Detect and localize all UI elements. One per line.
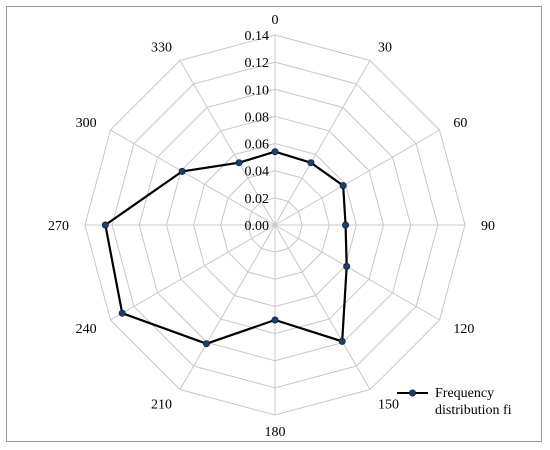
series-line (104, 150, 348, 345)
spoke-30 (274, 60, 371, 226)
radial-tick-label: 0.14 (245, 29, 270, 44)
spoke-300 (110, 129, 276, 226)
data-point-60 (339, 182, 347, 190)
angle-label-120: 120 (453, 322, 474, 337)
angle-label-90: 90 (481, 219, 495, 234)
legend-label-line1: Frequency (435, 386, 494, 401)
angle-label-330: 330 (151, 41, 172, 56)
spoke-330 (179, 60, 276, 226)
data-point-270 (101, 221, 109, 229)
data-point-180 (271, 316, 279, 324)
spoke-240 (110, 224, 276, 321)
radial-tick-label: 0.06 (245, 138, 270, 153)
data-point-210 (202, 340, 210, 348)
angle-label-150: 150 (378, 397, 399, 412)
angle-label-300: 300 (76, 116, 97, 131)
legend: Frequency distribution fi (397, 386, 512, 418)
data-point-240 (118, 309, 126, 317)
angle-label-0: 0 (272, 13, 279, 28)
series-layer (101, 148, 351, 348)
radar-spokes (85, 35, 465, 415)
angle-label-240: 240 (76, 322, 97, 337)
data-point-0 (271, 148, 279, 156)
angle-label-180: 180 (265, 425, 286, 440)
radial-tick-label: 0.00 (245, 219, 270, 234)
spoke-60 (274, 129, 440, 226)
radial-tick-label: 0.04 (245, 165, 270, 180)
legend-marker (408, 389, 416, 397)
radial-tick-label: 0.10 (245, 83, 270, 98)
angle-label-270: 270 (48, 219, 69, 234)
data-point-330 (235, 159, 243, 167)
angle-label-210: 210 (151, 397, 172, 412)
radial-tick-label: 0.08 (245, 110, 270, 125)
radial-tick-label: 0.12 (245, 56, 270, 71)
angle-labels: 0 30 60 90 120 150 180 210 240 270 300 330 (48, 13, 495, 440)
data-point-150 (338, 337, 346, 345)
data-point-300 (178, 167, 186, 175)
radial-tick-label: 0.02 (245, 192, 270, 207)
radial-tick-labels: 0.00 0.02 0.04 0.06 0.08 0.10 0.12 0.14 (245, 29, 270, 234)
angle-label-30: 30 (378, 41, 392, 56)
legend-label-line2: distribution fi (435, 403, 512, 418)
spoke-120 (274, 224, 440, 321)
data-point-90 (342, 221, 350, 229)
spoke-150 (274, 224, 371, 390)
spoke-210 (179, 224, 276, 390)
angle-label-60: 60 (453, 116, 467, 131)
data-point-120 (343, 262, 351, 270)
data-point-30 (307, 159, 315, 167)
